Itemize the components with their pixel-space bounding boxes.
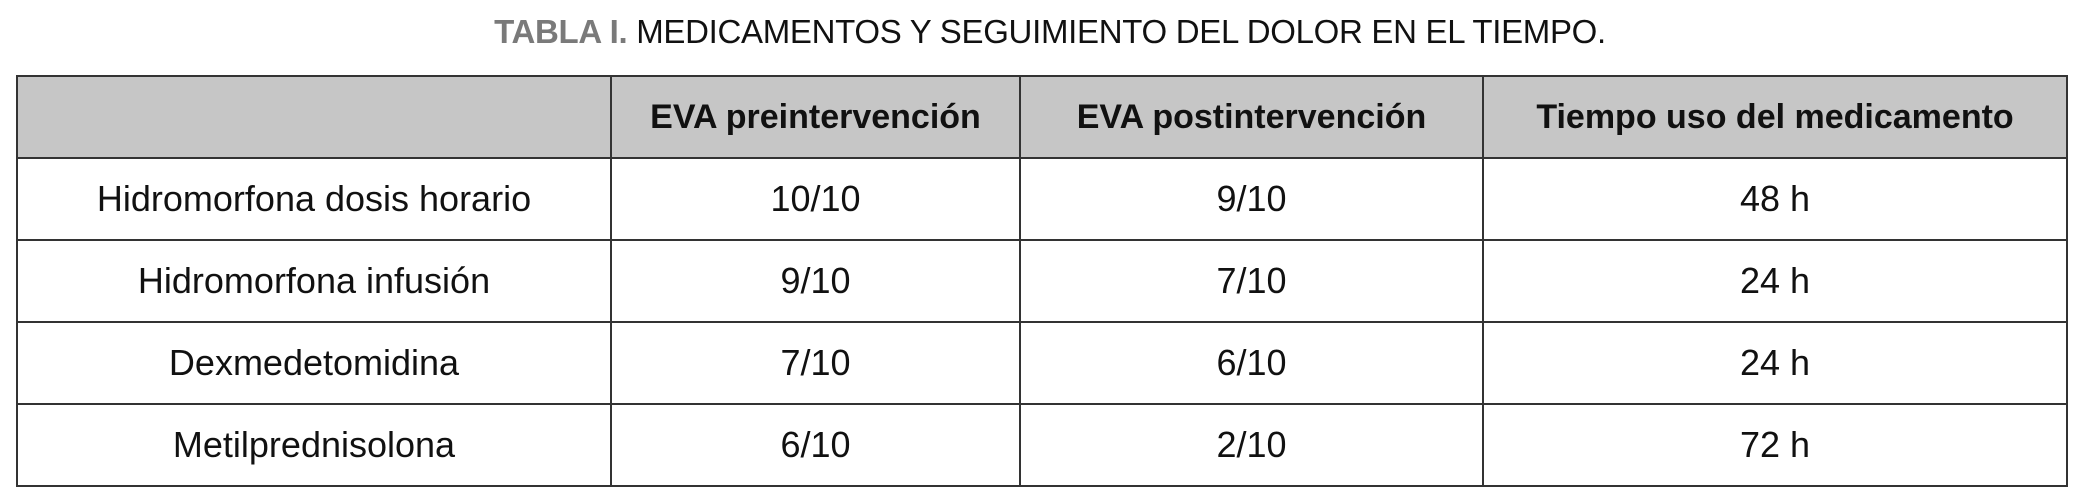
table-cell: 6/10 <box>610 403 1021 487</box>
table-cell: 2/10 <box>1019 403 1484 487</box>
table-cell: Hidromorfona infusión <box>16 239 612 323</box>
table-cell: 10/10 <box>610 157 1021 241</box>
table-cell: 6/10 <box>1019 321 1484 405</box>
table-cell: Metilprednisolona <box>16 403 612 487</box>
table-cell: 48 h <box>1482 157 2068 241</box>
medications-table: EVA preintervención EVA postintervención… <box>16 75 2068 487</box>
table-cell: 72 h <box>1482 403 2068 487</box>
table-row: Hidromorfona infusión 9/10 7/10 24 h <box>16 239 2068 323</box>
table-cell: Dexmedetomidina <box>16 321 612 405</box>
table-row: Hidromorfona dosis horario 10/10 9/10 48 h <box>16 157 2068 241</box>
table-number: TABLA I. <box>494 13 628 50</box>
table-cell: 7/10 <box>610 321 1021 405</box>
header-cell: EVA postintervención <box>1019 75 1484 159</box>
header-row: EVA preintervención EVA postintervención… <box>16 75 2068 159</box>
header-cell <box>16 75 612 159</box>
table-row: Metilprednisolona 6/10 2/10 72 h <box>16 403 2068 487</box>
table-cell: 7/10 <box>1019 239 1484 323</box>
table-cell: 24 h <box>1482 239 2068 323</box>
header-cell: Tiempo uso del medicamento <box>1482 75 2068 159</box>
table-caption: TABLA I. MEDICAMENTOS Y SEGUIMIENTO DEL … <box>0 10 2100 54</box>
table-row: Dexmedetomidina 7/10 6/10 24 h <box>16 321 2068 405</box>
table-cell: 9/10 <box>1019 157 1484 241</box>
header-cell: EVA preintervención <box>610 75 1021 159</box>
table-cell: Hidromorfona dosis horario <box>16 157 612 241</box>
table-cell: 24 h <box>1482 321 2068 405</box>
table-title: MEDICAMENTOS Y SEGUIMIENTO DEL DOLOR EN … <box>627 13 1606 50</box>
table-cell: 9/10 <box>610 239 1021 323</box>
